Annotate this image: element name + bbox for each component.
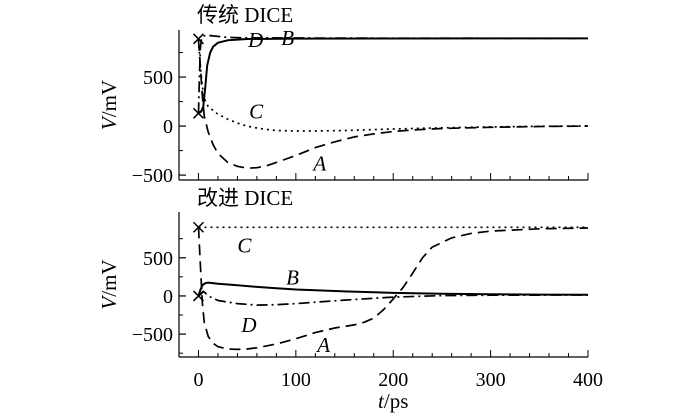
y-axis-label: V/mV <box>97 80 121 130</box>
y-tick-label: 500 <box>143 248 173 270</box>
y-axis-label: V/mV <box>97 259 121 309</box>
x-tick-label: 400 <box>573 369 603 391</box>
y-axis-variable: V <box>97 295 121 310</box>
y-axis-unit: /mV <box>97 80 121 117</box>
y-tick-label: −500 <box>132 324 173 346</box>
series-A-line <box>197 39 589 170</box>
series-C-label: C <box>249 99 264 123</box>
x-tick-label: 100 <box>281 369 311 391</box>
chart-title: 改进 DICE <box>197 186 293 210</box>
series-A-label: A <box>311 151 326 175</box>
cross-marker <box>192 107 205 119</box>
chart-panel-2: 改进 DICE 500 0 −500 V/mV A B C D 0 100 200 300 400 t/ps <box>97 186 603 413</box>
y-tick-label: 0 <box>163 116 173 138</box>
series-D-line <box>197 290 589 306</box>
series-C-label: C <box>237 234 252 258</box>
y-tick-label: 500 <box>143 67 173 89</box>
x-tick-label: 300 <box>476 369 506 391</box>
series-D-label: D <box>240 313 256 337</box>
y-tick-label: 0 <box>163 286 173 308</box>
series-A-label: A <box>315 333 330 357</box>
series-A-line <box>197 227 589 351</box>
x-axis-label: t/ps <box>378 389 408 413</box>
y-tick-label: −500 <box>132 165 173 187</box>
series-B-line <box>197 281 589 297</box>
y-axis-variable: V <box>97 115 121 130</box>
series-D-line <box>197 37 588 115</box>
cross-marker <box>192 33 205 45</box>
y-axis-unit: /mV <box>97 259 121 296</box>
x-tick-label: 0 <box>193 369 203 391</box>
cross-marker <box>192 290 205 302</box>
x-tick-label: 200 <box>378 369 408 391</box>
chart-title: 传统 DICE <box>197 3 293 27</box>
cross-marker <box>192 221 205 233</box>
series-D-label: D <box>247 28 263 52</box>
series-B-label: B <box>286 266 299 290</box>
x-axis-variable: t <box>378 389 385 413</box>
x-axis-unit: /ps <box>384 389 409 413</box>
